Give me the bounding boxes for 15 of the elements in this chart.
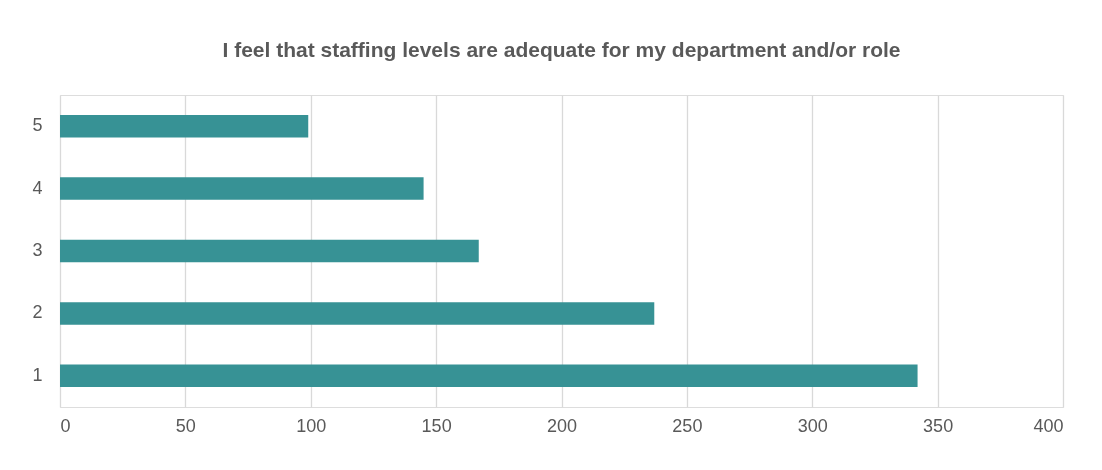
- chart-title: I feel that staffing levels are adequate for my department and/or role: [222, 38, 901, 61]
- y-tick-label: 1: [32, 364, 43, 385]
- x-tick-label: 400: [1033, 415, 1064, 436]
- x-tick-label: 250: [672, 415, 703, 436]
- y-tick-label: 4: [32, 177, 43, 198]
- x-tick-label: 300: [797, 415, 828, 436]
- x-tick-label: 0: [60, 415, 71, 436]
- x-tick-label: 200: [546, 415, 578, 436]
- y-tick-label: 5: [32, 115, 43, 136]
- x-tick-label: 150: [421, 415, 452, 436]
- x-tick-label: 100: [296, 415, 327, 436]
- y-tick-label: 3: [32, 240, 43, 260]
- x-tick-label: 50: [175, 415, 196, 436]
- y-tick-label: 2: [32, 302, 43, 323]
- x-tick-label: 350: [923, 415, 954, 436]
